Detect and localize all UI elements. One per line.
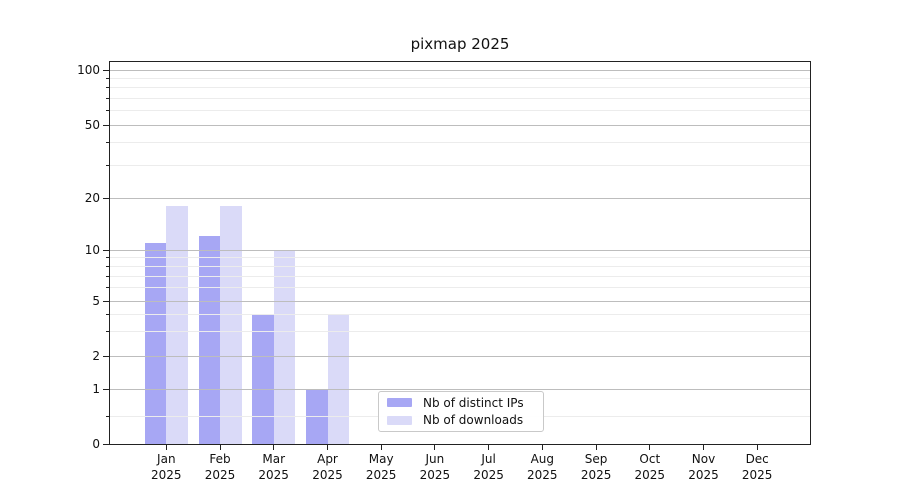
x-tick-mark <box>541 445 543 450</box>
plot-area <box>109 61 811 445</box>
gridline-minor <box>110 77 810 79</box>
y-tick-label: 1 <box>92 382 100 396</box>
gridline-minor <box>110 275 810 277</box>
y-tick-mark-minor <box>106 257 110 259</box>
y-tick-mark-minor <box>106 331 110 333</box>
gridline-major <box>110 388 810 390</box>
legend-label: Nb of distinct IPs <box>423 395 524 410</box>
bar-nb-of-downloads <box>273 250 296 444</box>
x-tick-mark <box>273 445 275 450</box>
x-tick-label: May 2025 <box>365 452 397 482</box>
y-tick-mark-minor <box>106 77 110 79</box>
x-tick-mark <box>165 445 167 450</box>
gridline-major <box>110 249 810 251</box>
y-tick-mark <box>103 355 110 357</box>
y-tick-mark-minor <box>106 97 110 99</box>
gridline-major <box>110 300 810 302</box>
x-tick-mark <box>488 445 490 450</box>
bar-nb-of-downloads <box>327 314 349 444</box>
bar-nb-of-distinct-ips <box>144 242 167 444</box>
x-tick-mark <box>327 445 328 450</box>
gridline-minor <box>110 87 810 89</box>
gridline-minor <box>110 287 810 289</box>
x-tick-mark <box>649 445 651 450</box>
y-tick-label: 10 <box>84 243 100 257</box>
y-tick-mark-minor <box>106 165 110 167</box>
x-tick-label: Feb 2025 <box>204 452 236 482</box>
y-tick-label: 20 <box>84 191 100 205</box>
y-tick-mark-minor <box>106 416 110 417</box>
chart-title: pixmap 2025 <box>410 35 510 53</box>
gridline-minor <box>110 265 810 267</box>
gridline-minor <box>110 142 810 144</box>
legend: Nb of distinct IPs Nb of downloads <box>378 391 544 432</box>
y-tick-label: 2 <box>92 349 100 363</box>
x-tick-label: Dec 2025 <box>741 452 773 482</box>
y-tick-mark <box>103 300 110 302</box>
x-tick-mark <box>219 445 221 450</box>
y-tick-label: 50 <box>84 118 100 132</box>
y-tick-mark-minor <box>106 87 110 89</box>
x-tick-mark <box>380 445 382 450</box>
y-tick-mark-minor <box>106 275 110 277</box>
x-tick-mark <box>434 445 436 450</box>
x-tick-label: Mar 2025 <box>258 452 289 482</box>
gridline-major <box>110 355 810 357</box>
y-tick-label: 0 <box>92 437 100 451</box>
y-tick-mark <box>103 388 110 390</box>
x-tick-label: Aug 2025 <box>527 452 558 482</box>
x-tick-label: Sep 2025 <box>580 452 612 482</box>
y-tick-label: 100 <box>77 63 100 77</box>
x-tick-label: Jul 2025 <box>473 452 504 482</box>
x-tick-mark <box>703 445 704 450</box>
legend-item: Nb of distinct IPs <box>379 394 543 412</box>
gridline-major <box>110 69 810 71</box>
y-tick-mark <box>103 124 110 126</box>
y-tick-mark-minor <box>106 265 110 267</box>
y-tick-mark-minor <box>106 287 110 289</box>
bar-nb-of-downloads <box>166 205 188 444</box>
y-tick-mark-minor <box>106 313 110 315</box>
gridline-major <box>110 124 810 126</box>
gridline-minor <box>110 331 810 333</box>
gridline-minor <box>110 97 810 99</box>
y-tick-label: 5 <box>92 294 100 308</box>
x-tick-label: Oct 2025 <box>634 452 666 482</box>
bar-nb-of-distinct-ips <box>252 314 274 444</box>
legend-swatch-icon <box>387 398 412 408</box>
y-tick-mark <box>103 249 110 251</box>
legend-item: Nb of downloads <box>379 412 543 430</box>
bar-nb-of-distinct-ips <box>198 236 220 444</box>
gridline-minor <box>110 165 810 167</box>
y-tick-mark-minor <box>106 110 110 111</box>
legend-label: Nb of downloads <box>423 413 524 428</box>
y-tick-mark <box>103 69 110 71</box>
x-tick-mark <box>756 445 758 450</box>
y-tick-mark <box>103 443 110 445</box>
x-tick-label: Jan 2025 <box>151 452 182 482</box>
x-tick-label: Jun 2025 <box>419 452 451 482</box>
y-tick-mark-minor <box>106 142 110 144</box>
y-tick-mark <box>103 197 110 199</box>
gridline-minor <box>110 257 810 259</box>
x-tick-label: Nov 2025 <box>688 452 719 482</box>
gridline-minor <box>110 313 810 315</box>
bar-nb-of-downloads <box>220 205 242 444</box>
gridline-major <box>110 197 810 199</box>
x-tick-label: Apr 2025 <box>312 452 343 482</box>
x-tick-mark <box>595 445 597 450</box>
gridline-minor <box>110 110 810 111</box>
legend-swatch-icon <box>387 415 412 425</box>
